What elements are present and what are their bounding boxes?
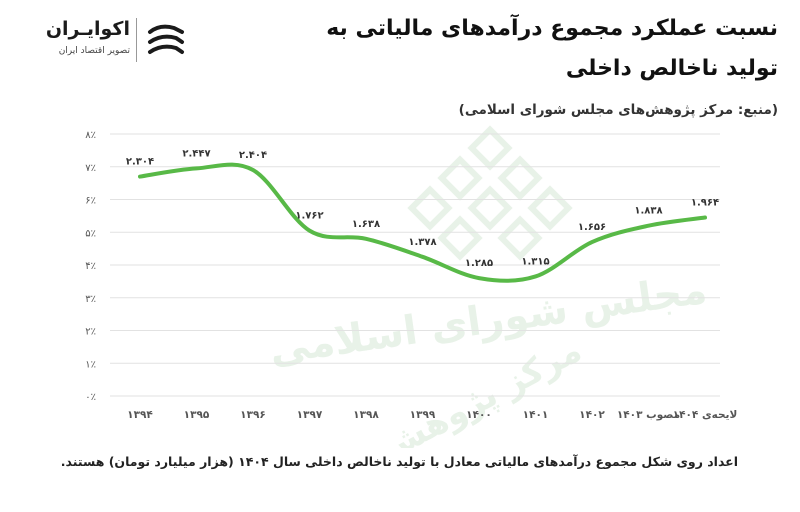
data-point xyxy=(421,255,424,259)
watermark-lattice-shape xyxy=(407,185,453,231)
watermark-lattice-shape xyxy=(467,185,513,231)
x-tick-label: لایحه‌ی ۱۴۰۴ xyxy=(673,409,738,421)
y-tick-label: ۲٪ xyxy=(85,327,96,338)
chart-title-line1: نسبت عملکرد مجموع درآمدهای مالیاتی به xyxy=(326,16,778,41)
logo-tagline: تصویر اقتصاد ایران xyxy=(58,46,130,56)
chart-source: (منبع: مرکز پژوهش‌های مجلس شورای اسلامی) xyxy=(458,102,778,118)
x-tick-label: ۱۳۹۹ xyxy=(410,409,436,421)
data-point xyxy=(703,216,707,220)
data-label: ۱.۳۷۸ xyxy=(408,237,436,248)
logo-mark-icon xyxy=(148,24,184,54)
watermark-lattice-shape xyxy=(467,125,513,171)
logo-divider xyxy=(136,18,137,62)
watermark-lattice-shape xyxy=(497,215,543,261)
data-label: ۲.۳۰۴ xyxy=(126,157,154,168)
y-tick-label: ۱٪ xyxy=(85,359,96,370)
x-tick-label: ۱۴۰۲ xyxy=(579,409,605,421)
x-tick-label: ۱۳۹۶ xyxy=(240,409,266,421)
y-tick-label: ۳٪ xyxy=(85,294,96,305)
data-point xyxy=(251,168,255,172)
watermark-lattice-shape xyxy=(437,155,483,201)
logo: اکوایـران تصویر اقتصاد ایران xyxy=(22,12,202,70)
data-point xyxy=(138,175,142,179)
data-label: ۱.۳۱۵ xyxy=(521,256,549,267)
watermark-lattice-shape xyxy=(497,155,543,201)
y-tick-label: ۷٪ xyxy=(85,163,96,174)
data-point xyxy=(534,274,537,278)
x-tick-label: ۱۳۹۸ xyxy=(353,409,379,421)
logo-name: اکوایـران xyxy=(45,18,130,40)
x-tick-label: ۱۴۰۱ xyxy=(523,409,549,421)
chart-footnote: اعداد روی شکل مجموع درآمدهای مالیاتی معا… xyxy=(60,454,738,469)
x-tick-label: ۱۳۹۴ xyxy=(127,409,153,421)
data-label: ۲.۴۰۴ xyxy=(239,150,267,161)
y-tick-label: ۵٪ xyxy=(85,228,96,239)
chart-header: اکوایـران تصویر اقتصاد ایران نسبت عملکرد… xyxy=(0,0,800,130)
y-tick-label: ۶٪ xyxy=(85,196,96,207)
data-label: ۱.۶۳۸ xyxy=(352,219,380,230)
data-label: ۲.۴۴۷ xyxy=(182,148,210,159)
chart-title-line2: تولید ناخالص داخلی xyxy=(565,56,778,81)
watermark-lattice-shape xyxy=(437,215,483,261)
data-point xyxy=(477,276,481,280)
line-chart: مجلس شورای اسلامی مرکز پژوهش‌ها ۰٪ ۱٪ ۲٪ ۳٪ ۴٪… xyxy=(0,118,800,448)
x-tick-label: مصوب ۱۴۰۳ xyxy=(617,409,680,421)
x-tick-label: ۱۳۹۷ xyxy=(297,409,323,421)
x-tick-label: ۱۳۹۵ xyxy=(184,409,210,421)
y-tick-label: ۸٪ xyxy=(85,130,96,141)
data-label: ۱.۲۸۵ xyxy=(465,258,493,269)
chart-area: مجلس شورای اسلامی مرکز پژوهش‌ها ۰٪ ۱٪ ۲٪ ۳٪ ۴٪… xyxy=(0,118,800,448)
watermark-text-line1: مجلس شورای اسلامی xyxy=(267,267,710,374)
data-point xyxy=(195,166,198,170)
data-label: ۱.۹۶۴ xyxy=(691,198,719,209)
data-point xyxy=(647,224,650,228)
data-label: ۱.۷۶۲ xyxy=(295,211,323,222)
y-tick-label: ۴٪ xyxy=(85,261,96,272)
y-tick-label: ۰٪ xyxy=(85,392,96,403)
data-point xyxy=(308,229,311,233)
x-tick-label: ۱۴۰۰ xyxy=(466,409,492,421)
watermark-lattice-shape xyxy=(527,185,573,231)
data-point xyxy=(590,240,594,244)
data-label: ۱.۶۵۶ xyxy=(578,222,606,233)
data-label: ۱.۸۳۸ xyxy=(634,206,662,217)
data-point xyxy=(364,237,368,241)
